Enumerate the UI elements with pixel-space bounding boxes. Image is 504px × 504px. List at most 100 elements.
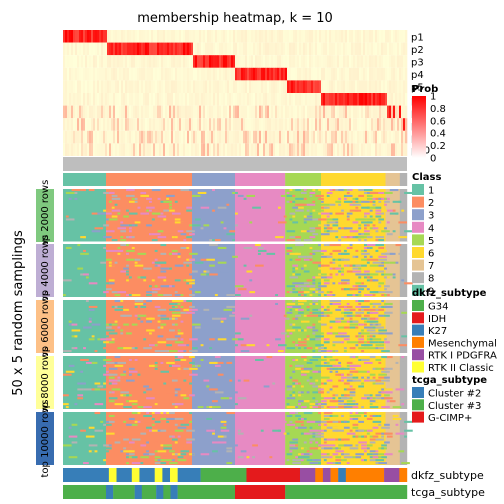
prob-cell <box>191 30 194 43</box>
heatmap-noise <box>209 244 218 247</box>
prob-cell <box>233 42 236 56</box>
heatmap-noise <box>361 317 364 320</box>
heatmap-noise <box>378 239 385 242</box>
heatmap-noise <box>80 358 89 361</box>
heatmap-noise <box>65 376 69 379</box>
tcga-bar-segment <box>113 485 135 499</box>
heatmap-noise <box>312 329 319 332</box>
prob-cell <box>125 118 128 131</box>
heatmap-noise <box>361 244 367 247</box>
prob-cell <box>329 93 332 106</box>
heatmap-noise <box>88 426 95 429</box>
prob-cell <box>283 55 286 68</box>
prob-cell <box>181 105 184 119</box>
prob-cell <box>229 93 232 106</box>
prob-cell <box>117 130 120 144</box>
heatmap-noise <box>183 447 192 450</box>
prob-cell <box>173 55 176 68</box>
prob-cell <box>391 67 394 81</box>
heatmap-noise <box>321 255 330 258</box>
heatmap-noise <box>343 197 347 200</box>
heatmap-noise <box>378 414 385 417</box>
prob-cell <box>283 93 286 106</box>
heatmap-noise <box>289 420 293 423</box>
prob-cell <box>301 105 304 119</box>
heatmap-noise <box>338 444 347 447</box>
heatmap-noise <box>85 373 89 376</box>
prob-cell <box>259 42 262 56</box>
heatmap-noise <box>94 412 101 415</box>
heatmap-noise <box>329 244 333 247</box>
prob-cell <box>359 67 362 81</box>
prob-cell <box>399 67 402 81</box>
heatmap-noise <box>378 373 387 376</box>
prob-cell <box>329 143 332 156</box>
heatmap-noise <box>358 420 364 423</box>
heatmap-noise <box>343 456 353 459</box>
prob-cell <box>237 143 240 156</box>
heatmap-noise <box>364 189 373 192</box>
prob-cell <box>353 42 356 56</box>
prob-cell <box>349 30 352 43</box>
prob-cell <box>137 30 140 43</box>
prob-cell <box>145 80 148 93</box>
prob-cell <box>323 105 326 119</box>
heatmap-noise <box>329 302 333 305</box>
heatmap-noise <box>335 189 339 192</box>
heatmap-noise <box>312 456 319 459</box>
prob-cell <box>255 105 258 119</box>
heatmap-noise <box>226 305 235 308</box>
heatmap-noise <box>186 300 192 303</box>
heatmap-noise <box>343 288 347 291</box>
prob-cell <box>369 42 372 56</box>
heatmap-noise <box>128 367 135 370</box>
prob-cell <box>361 55 364 68</box>
prob-cell <box>71 42 74 56</box>
prob-cell <box>353 143 356 156</box>
heatmap-noise <box>180 320 184 323</box>
prob-cell <box>301 30 304 43</box>
prob-cell <box>137 118 140 131</box>
prob-cell <box>203 67 206 81</box>
prob-cell <box>205 55 208 68</box>
prob-cell <box>341 55 344 68</box>
heatmap-noise <box>401 361 405 364</box>
prob-cell <box>121 80 124 93</box>
prob-cell <box>133 130 136 144</box>
heatmap-noise <box>355 376 359 379</box>
heatmap-noise <box>123 438 129 441</box>
prob-cell <box>211 143 214 156</box>
heatmap-noise <box>315 200 319 203</box>
heatmap-noise <box>140 420 149 423</box>
prob-cell <box>225 105 228 119</box>
prob-cell <box>229 80 232 93</box>
heatmap-noise <box>146 294 152 297</box>
prob-cell <box>335 67 338 81</box>
heatmap-noise <box>318 308 324 311</box>
prob-cell <box>75 143 78 156</box>
prob-cell <box>281 67 284 81</box>
heatmap-noise <box>335 267 342 270</box>
prob-cell <box>63 143 66 156</box>
prob-cell <box>281 80 284 93</box>
prob-cell <box>79 93 82 106</box>
prob-cell <box>325 118 328 131</box>
heatmap-noise <box>366 444 373 447</box>
heatmap-noise <box>361 382 364 385</box>
heatmap-noise <box>143 279 147 282</box>
prob-cell <box>389 105 392 119</box>
heatmap-noise <box>292 358 296 361</box>
heatmap-noise <box>295 367 304 370</box>
heatmap-noise <box>151 364 155 367</box>
heatmap-noise <box>378 236 385 239</box>
prob-cell <box>173 118 176 131</box>
heatmap-noise <box>332 302 342 305</box>
prob-cell <box>115 143 118 156</box>
heatmap-noise <box>149 200 152 203</box>
heatmap-noise <box>381 388 387 391</box>
prob-cell <box>373 93 376 106</box>
prob-cell <box>129 30 132 43</box>
prob-cell <box>93 30 96 43</box>
heatmap-noise <box>286 329 296 332</box>
prob-cell <box>139 55 142 68</box>
